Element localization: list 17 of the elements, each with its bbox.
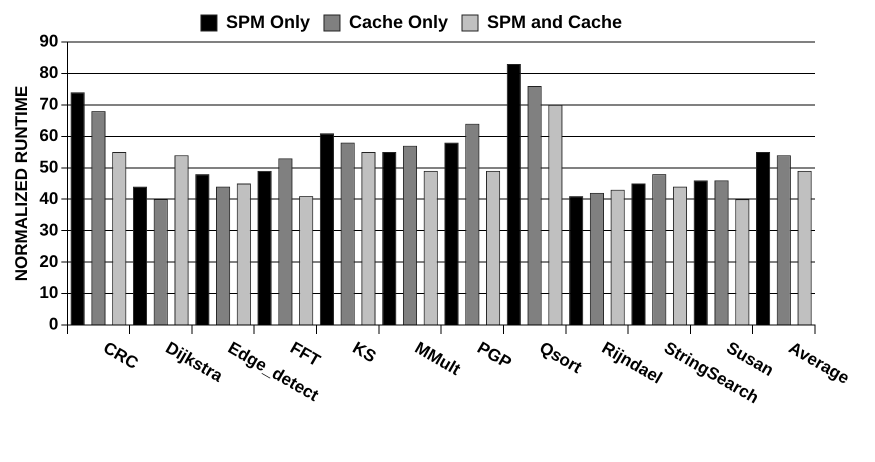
y-tick-label: 60 (39, 126, 58, 146)
legend-label: SPM and Cache (487, 12, 622, 32)
y-tick-label: 90 (39, 32, 58, 51)
x-tick-label: KS (349, 338, 380, 366)
legend-label: SPM Only (226, 12, 310, 32)
y-tick-label: 50 (39, 157, 58, 176)
x-tick-label: CRC (100, 338, 142, 373)
y-tick-label: 0 (48, 314, 58, 334)
y-tick-label: 40 (39, 188, 58, 208)
y-tick-label: 70 (39, 94, 58, 114)
legend-label: Cache Only (348, 12, 448, 32)
y-tick-label: 80 (39, 63, 58, 82)
y-tick-label: 20 (39, 252, 58, 271)
x-tick-label: PGP (474, 338, 515, 372)
y-tick-label: 30 (39, 220, 58, 240)
y-tick-label: 10 (39, 283, 58, 302)
y-axis-title: NORMALIZED RUNTIME (12, 86, 31, 282)
